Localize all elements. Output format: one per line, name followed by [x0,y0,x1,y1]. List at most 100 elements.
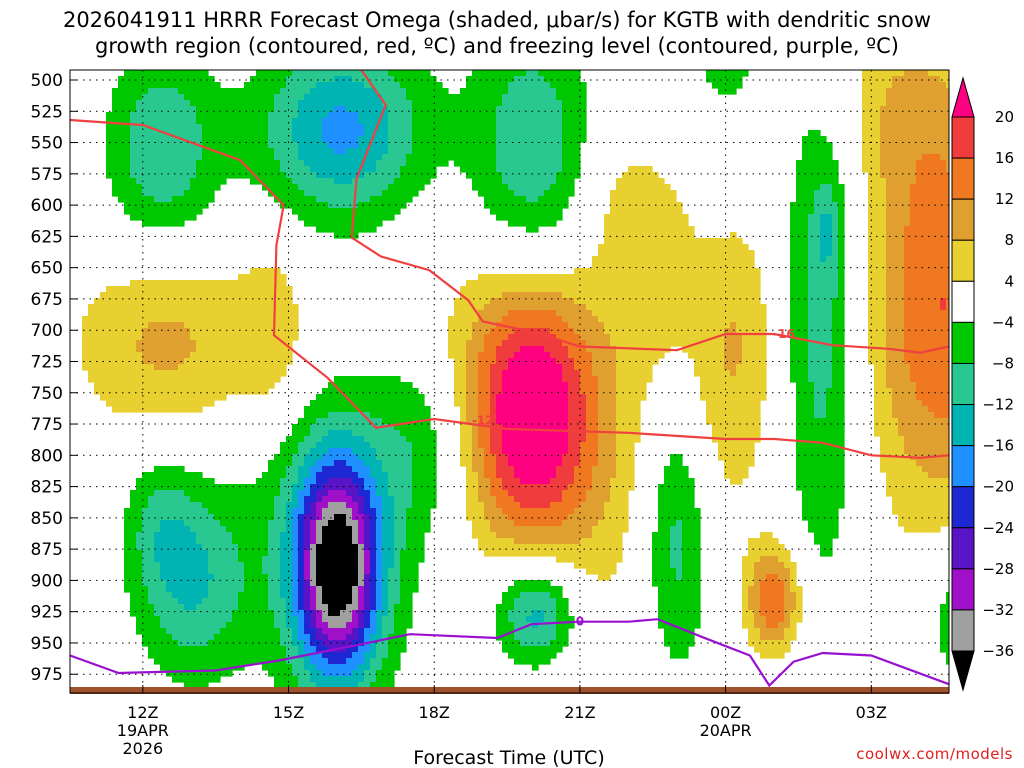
omega-cell [226,358,233,365]
omega-cell [142,82,149,89]
omega-cell [532,424,539,431]
omega-cell [358,484,365,491]
omega-cell [256,352,263,359]
omega-cell [394,178,401,185]
omega-cell [292,322,299,329]
omega-cell [334,574,341,581]
omega-cell [454,130,461,137]
omega-cell [160,118,167,125]
omega-cell [274,76,281,83]
omega-cell [166,610,173,617]
omega-cell [256,88,263,95]
omega-cell [112,292,119,299]
omega-cell [490,484,497,491]
omega-cell [310,130,317,137]
omega-cell [226,352,233,359]
omega-cell [286,304,293,311]
omega-cell [154,466,161,473]
omega-cell [406,604,413,611]
omega-cell [490,178,497,185]
omega-cell [202,604,209,611]
omega-cell [400,598,407,605]
omega-cell [178,286,185,293]
omega-cell [160,550,167,557]
omega-cell [490,520,497,527]
omega-cell [328,628,335,635]
omega-cell [280,664,287,671]
omega-cell [268,538,275,545]
omega-cell [190,124,197,131]
omega-cell [466,154,473,161]
omega-cell [178,652,185,659]
omega-cell [358,412,365,419]
omega-cell [358,430,365,437]
omega-cell [178,160,185,167]
omega-cell [508,406,515,413]
omega-cell [472,124,479,131]
omega-cell [508,154,515,161]
omega-cell [166,76,173,83]
omega-cell [328,88,335,95]
omega-cell [460,430,467,437]
omega-cell [448,112,455,119]
omega-cell [400,172,407,179]
omega-cell [226,328,233,335]
omega-cell [298,142,305,149]
omega-cell [298,94,305,101]
omega-cell [496,544,503,551]
omega-cell [214,100,221,107]
omega-cell [196,310,203,317]
omega-cell [226,622,233,629]
omega-cell [514,616,521,623]
omega-cell [490,532,497,539]
omega-cell [358,400,365,407]
omega-cell [280,142,287,149]
omega-cell [220,604,227,611]
omega-cell [400,196,407,203]
omega-cell [142,364,149,371]
omega-cell [148,346,155,353]
omega-cell [286,436,293,443]
omega-cell [328,178,335,185]
omega-cell [460,424,467,431]
omega-cell [520,220,527,227]
omega-cell [508,544,515,551]
omega-cell [454,352,461,359]
omega-cell [508,208,515,215]
omega-cell [502,340,509,347]
omega-cell [136,478,143,485]
omega-cell [154,88,161,95]
omega-cell [508,328,515,335]
omega-cell [532,208,539,215]
omega-cell [286,178,293,185]
omega-cell [148,598,155,605]
omega-cell [496,88,503,95]
omega-cell [172,502,179,509]
omega-cell [322,112,329,119]
omega-cell [142,280,149,287]
omega-cell [472,286,479,293]
omega-cell [208,568,215,575]
omega-cell [154,520,161,527]
omega-cell [478,166,485,173]
omega-cell [514,292,521,299]
omega-cell [286,172,293,179]
omega-cell [130,202,137,209]
omega-cell [346,418,353,425]
omega-cell [118,172,125,179]
omega-cell [394,520,401,527]
omega-cell [178,76,185,83]
omega-cell [154,316,161,323]
omega-cell [244,616,251,623]
omega-cell [346,406,353,413]
omega-cell [520,328,527,335]
omega-cell [406,424,413,431]
omega-cell [124,304,131,311]
omega-cell [442,112,449,119]
omega-cell [364,106,371,113]
omega-cell [94,376,101,383]
omega-cell [262,82,269,89]
omega-cell [298,490,305,497]
omega-cell [238,526,245,533]
omega-cell [388,112,395,119]
